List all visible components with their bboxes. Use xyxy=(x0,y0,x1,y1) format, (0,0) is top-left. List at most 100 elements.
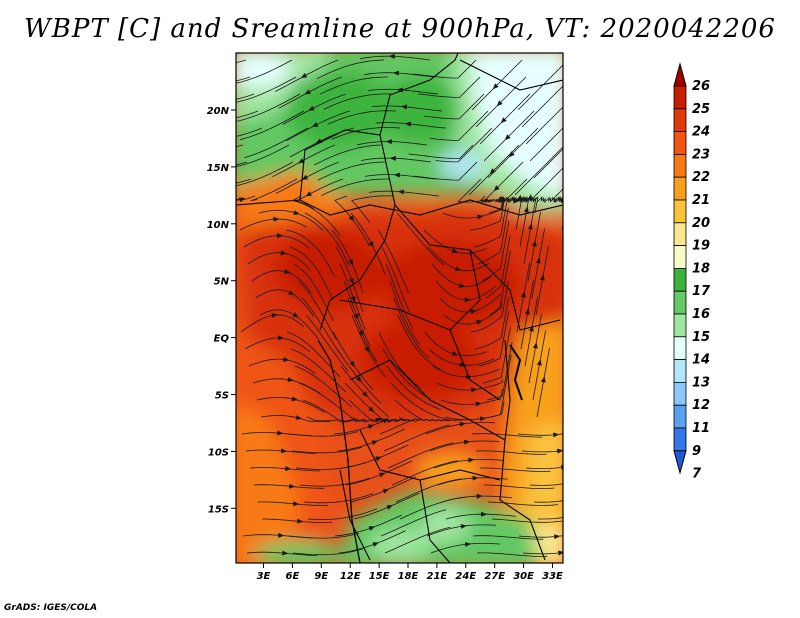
lat-tick-label: EQ xyxy=(214,334,230,345)
streamline xyxy=(429,110,489,141)
streamline xyxy=(514,146,563,196)
streamline xyxy=(387,442,454,469)
colorbar-swatch xyxy=(673,108,687,133)
streamline xyxy=(551,196,563,204)
streamline xyxy=(413,59,477,79)
streamline-arrowhead xyxy=(382,488,390,494)
streamline-arrowhead xyxy=(278,335,285,341)
streamline xyxy=(360,157,432,163)
streamline-arrowhead xyxy=(392,70,399,76)
lon-tick-label: 24E xyxy=(455,571,476,582)
streamline xyxy=(320,76,388,95)
streamline xyxy=(391,460,458,486)
streamline xyxy=(527,211,541,282)
colorbar-label: 14 xyxy=(692,353,710,368)
colorbar-swatch xyxy=(673,131,687,155)
streamline xyxy=(431,263,493,287)
streamline-arrowhead xyxy=(493,185,500,192)
streamline xyxy=(457,178,491,203)
streamline xyxy=(290,348,347,393)
streamline xyxy=(377,229,410,294)
streamline-arrowhead xyxy=(520,291,526,298)
streamline-arrowhead xyxy=(553,432,560,438)
streamline-arrowhead xyxy=(364,346,370,353)
streamline xyxy=(429,440,500,452)
streamline xyxy=(243,235,310,249)
streamline xyxy=(356,141,428,146)
streamline xyxy=(523,196,537,265)
streamline xyxy=(491,518,563,523)
streamline-arrowhead xyxy=(287,377,294,382)
streamline-arrowhead xyxy=(301,174,309,180)
streamline xyxy=(479,93,531,145)
streamline xyxy=(529,127,563,162)
streamline-arrowhead xyxy=(475,401,482,407)
streamline xyxy=(364,174,436,180)
streamline-arrowhead xyxy=(472,475,479,481)
streamline xyxy=(253,484,325,489)
streamline-arrowhead xyxy=(300,72,308,79)
streamline-arrowhead xyxy=(527,223,533,230)
streamline xyxy=(303,493,374,504)
streamline-arrowhead xyxy=(371,440,379,446)
streamline xyxy=(489,250,511,316)
streamline-arrowhead xyxy=(282,550,289,556)
streamline xyxy=(339,263,366,330)
streamline-arrowhead xyxy=(271,312,278,318)
streamline xyxy=(247,252,311,271)
streamline xyxy=(236,76,297,103)
streamline-arrowhead xyxy=(378,472,386,478)
streamline xyxy=(536,347,550,418)
streamline-arrowhead xyxy=(297,158,305,164)
streamline xyxy=(258,209,324,232)
streamline xyxy=(246,551,318,556)
streamline xyxy=(531,228,545,299)
streamline-arrowhead xyxy=(372,542,379,547)
streamline xyxy=(316,59,385,80)
streamline-arrowhead xyxy=(297,518,304,524)
colorbar-label: 21 xyxy=(692,193,710,208)
streamline-arrowhead xyxy=(451,351,459,356)
streamline xyxy=(288,532,359,539)
streamline-arrowhead xyxy=(305,191,312,197)
streamline xyxy=(525,466,563,469)
streamline xyxy=(301,297,343,357)
streamline-arrowhead xyxy=(492,83,499,90)
streamline xyxy=(553,196,563,231)
streamline xyxy=(445,513,516,520)
streamline xyxy=(317,161,386,181)
streamline xyxy=(389,280,420,345)
streamline xyxy=(343,280,371,347)
streamline-arrowhead xyxy=(375,456,382,462)
streamline-arrowhead xyxy=(278,532,285,538)
streamline xyxy=(294,365,352,408)
streamline xyxy=(305,314,349,372)
streamline xyxy=(359,55,431,61)
lon-tick-label: 30E xyxy=(513,571,534,582)
lon-tick-label: 15E xyxy=(369,571,390,582)
streamline-arrowhead xyxy=(459,362,466,368)
streamline xyxy=(430,543,501,554)
colorbar-swatch xyxy=(673,222,687,247)
colorbar-label: 23 xyxy=(692,147,710,162)
streamline-arrowhead xyxy=(389,155,396,161)
lon-tick-label: 9E xyxy=(314,571,328,582)
streamline-arrowhead xyxy=(238,197,246,203)
streamline xyxy=(475,450,547,455)
streamline xyxy=(245,449,317,454)
streamline xyxy=(529,483,563,486)
streamline-arrowhead xyxy=(500,196,507,203)
lat-tick-label: 10N xyxy=(207,220,230,231)
colorbar-label: 17 xyxy=(692,284,711,299)
streamline xyxy=(423,93,485,120)
streamline-arrowhead xyxy=(464,297,471,303)
streamline xyxy=(427,246,490,272)
streamline-arrowhead xyxy=(368,406,375,413)
lon-tick-label: 21E xyxy=(427,571,448,582)
streamline xyxy=(371,105,443,112)
streamline xyxy=(259,309,319,340)
latitude-axis: 20N 15N 10N 5N EQ 5S 10S 15S xyxy=(207,106,236,515)
streamline xyxy=(521,450,563,453)
streamline xyxy=(350,212,386,275)
